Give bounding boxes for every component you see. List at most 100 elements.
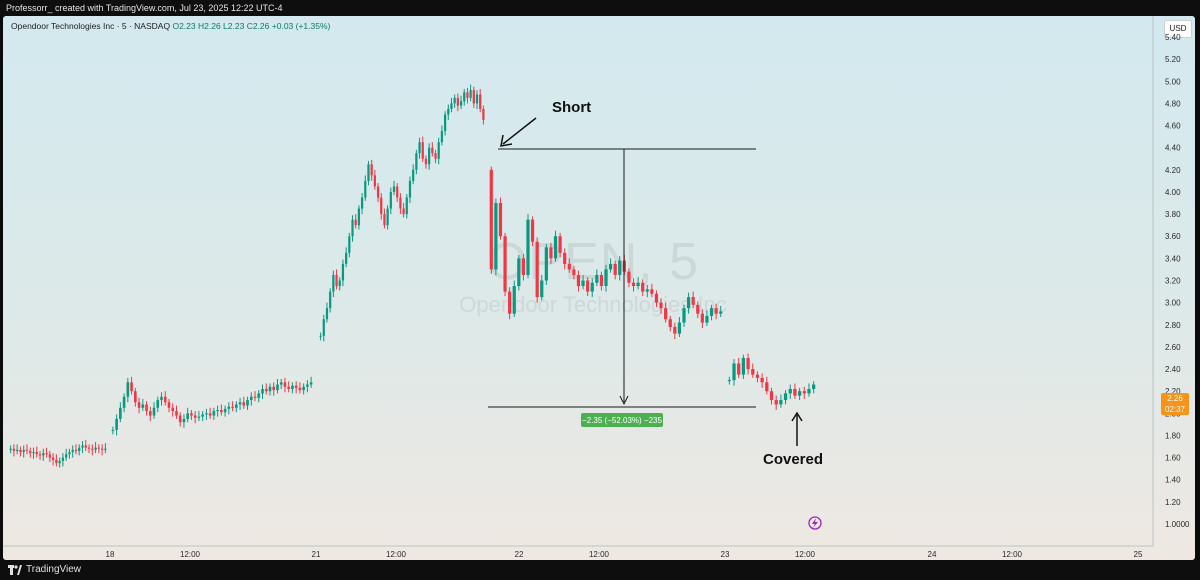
candle (291, 382, 294, 394)
candle (58, 457, 61, 468)
candle-body (29, 450, 32, 454)
candle-body (521, 258, 526, 275)
candle-body (553, 236, 558, 259)
candle-body (357, 208, 361, 226)
price-tick-label: 3.00 (1165, 299, 1181, 308)
candle (572, 266, 576, 280)
candle (783, 390, 788, 405)
time-tick-label: 25 (1134, 550, 1143, 559)
candle-body (383, 214, 386, 226)
candle-body (137, 402, 141, 408)
candle-body (272, 386, 276, 391)
candle-body (686, 297, 691, 309)
covered-label: Covered (763, 451, 823, 468)
candle (32, 447, 35, 459)
price-tick-label: 1.80 (1165, 431, 1181, 440)
legend-close: C2.26 (246, 21, 270, 31)
credit-text: Professorr_ created with TradingView.com… (6, 3, 283, 13)
legend-high: H2.26 (197, 21, 221, 31)
price-tick-label: 4.00 (1165, 188, 1181, 197)
candle (364, 175, 367, 201)
candle-body (512, 286, 516, 314)
candle-body (489, 169, 493, 270)
candle (294, 381, 298, 394)
candle (526, 214, 530, 279)
covered-annotation[interactable]: Covered (763, 411, 823, 468)
time-tick-label: 18 (106, 550, 115, 559)
candle (357, 205, 361, 230)
candle-body (544, 247, 548, 281)
candle (91, 444, 94, 456)
candle (74, 444, 78, 455)
short-arrow-line (502, 117, 537, 145)
candle-body (220, 409, 223, 413)
candle-body (590, 282, 594, 292)
candle-body (437, 142, 440, 159)
candle (227, 402, 231, 415)
tradingview-logo-icon[interactable] (8, 565, 22, 575)
candle-body (193, 415, 197, 418)
short-annotation[interactable]: Short (500, 99, 591, 147)
footer-bar: TradingView (0, 560, 1200, 580)
candle-body (586, 280, 590, 292)
candle-body (175, 411, 178, 416)
candle-body (141, 404, 145, 408)
candle (238, 397, 242, 410)
candle (373, 169, 376, 190)
candle-body (12, 448, 16, 451)
candle-body (508, 291, 512, 314)
candle (793, 383, 797, 399)
candle-body (335, 274, 338, 287)
candle-body (376, 186, 380, 198)
candle-body (74, 449, 78, 451)
candle (479, 89, 482, 113)
candle (530, 216, 535, 247)
lightning-icon[interactable] (808, 516, 822, 530)
price-tick-label: 1.20 (1165, 498, 1181, 507)
candle (137, 397, 141, 414)
candle-body (664, 308, 668, 320)
candle (751, 363, 755, 378)
candle (779, 394, 783, 408)
candle-body (298, 387, 302, 391)
candle-body (709, 308, 714, 316)
candle (193, 411, 197, 424)
candle (741, 354, 746, 380)
candle-body (97, 447, 100, 449)
candle (549, 242, 553, 264)
candle-body (682, 308, 686, 323)
candle-body (691, 297, 695, 305)
candle (175, 405, 178, 419)
candle (415, 149, 418, 175)
candle-body (354, 219, 357, 226)
candle-body (19, 449, 22, 453)
candle-body (595, 274, 599, 283)
candle (386, 205, 389, 230)
candle (167, 398, 171, 413)
candle-body (719, 311, 723, 314)
candlestick-plot[interactable]: 5.40 5.20 5.00 4.80 4.60 4.40 4.20 4.00 3.80 3.60… (3, 16, 1195, 560)
symbol-legend[interactable]: Opendoor Technologies Inc · 5 · NASDAQ O… (11, 21, 330, 31)
candle (354, 214, 357, 229)
candle (249, 392, 253, 406)
chart-pane[interactable]: Opendoor Technologies Inc · 5 · NASDAQ O… (3, 16, 1195, 560)
candle-body (447, 108, 450, 115)
currency-button[interactable]: USD (1164, 20, 1192, 38)
candle (650, 283, 654, 298)
candle (35, 446, 38, 458)
candle (540, 274, 544, 301)
candle-body (727, 380, 731, 382)
candle (498, 197, 503, 240)
candle-body (503, 236, 507, 292)
candle-body (160, 396, 163, 401)
candle (242, 396, 246, 409)
candle-body (91, 448, 94, 450)
price-range-measure[interactable]: −2.35 (−52.03%) −235 (488, 148, 756, 427)
time-tick-label: 22 (515, 550, 524, 559)
candle (25, 444, 29, 455)
candle-body (319, 335, 322, 337)
candle-body (190, 413, 193, 416)
candle-body (16, 449, 19, 451)
candle (325, 302, 329, 323)
candle-body (472, 90, 475, 104)
